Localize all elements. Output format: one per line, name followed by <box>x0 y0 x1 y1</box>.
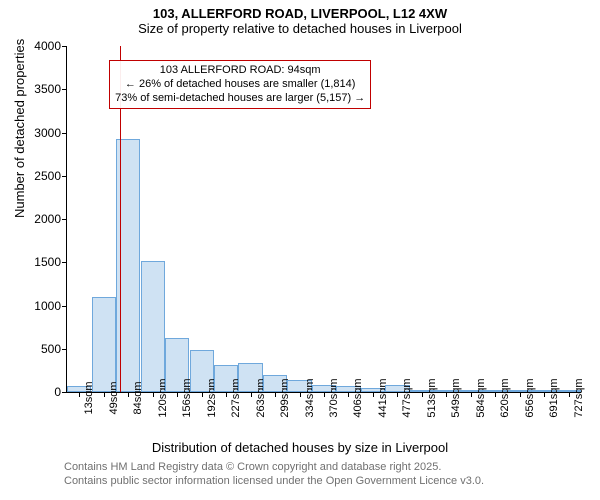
y-tick-label: 1500 <box>21 255 61 269</box>
x-tick-mark <box>300 392 301 397</box>
y-tick-mark <box>62 392 67 393</box>
chart-title: 103, ALLERFORD ROAD, LIVERPOOL, L12 4XW <box>0 0 600 21</box>
histogram-bar <box>92 297 116 392</box>
footnote-line: Contains HM Land Registry data © Crown c… <box>64 460 484 474</box>
y-tick-mark <box>62 306 67 307</box>
plot-frame: 0500100015002000250030003500400013sqm49s… <box>66 46 581 393</box>
x-tick-mark <box>544 392 545 397</box>
x-tick-mark <box>275 392 276 397</box>
x-tick-mark <box>422 392 423 397</box>
y-tick-mark <box>62 262 67 263</box>
x-tick-mark <box>373 392 374 397</box>
y-tick-label: 1000 <box>21 299 61 313</box>
y-tick-label: 3500 <box>21 82 61 96</box>
x-tick-label: 513sqm <box>426 378 438 417</box>
footnote-line: Contains public sector information licen… <box>64 474 484 488</box>
x-tick-mark <box>104 392 105 397</box>
x-tick-mark <box>153 392 154 397</box>
x-tick-mark <box>128 392 129 397</box>
y-tick-mark <box>62 349 67 350</box>
annotation-line: ← 26% of detached houses are smaller (1,… <box>115 77 365 91</box>
x-tick-label: 406sqm <box>352 378 364 417</box>
x-tick-mark <box>324 392 325 397</box>
x-tick-label: 549sqm <box>450 378 462 417</box>
y-tick-label: 3000 <box>21 126 61 140</box>
x-tick-label: 620sqm <box>499 378 511 417</box>
footnote: Contains HM Land Registry data © Crown c… <box>64 460 484 489</box>
chart-subtitle: Size of property relative to detached ho… <box>0 21 600 40</box>
y-tick-mark <box>62 219 67 220</box>
x-tick-mark <box>79 392 80 397</box>
x-tick-mark <box>202 392 203 397</box>
x-tick-mark <box>471 392 472 397</box>
y-tick-label: 0 <box>21 385 61 399</box>
x-tick-mark <box>397 392 398 397</box>
x-tick-mark <box>446 392 447 397</box>
x-tick-label: 477sqm <box>401 378 413 417</box>
y-tick-mark <box>62 89 67 90</box>
y-tick-mark <box>62 133 67 134</box>
plot-area: 0500100015002000250030003500400013sqm49s… <box>66 46 580 392</box>
annotation-line: 73% of semi-detached houses are larger (… <box>115 91 365 105</box>
x-tick-label: 727sqm <box>573 378 585 417</box>
chart-container: 103, ALLERFORD ROAD, LIVERPOOL, L12 4XW … <box>0 0 600 500</box>
histogram-bar <box>141 261 165 392</box>
x-tick-label: 691sqm <box>548 378 560 417</box>
x-tick-mark <box>520 392 521 397</box>
y-tick-label: 4000 <box>21 39 61 53</box>
y-tick-label: 500 <box>21 342 61 356</box>
y-tick-mark <box>62 46 67 47</box>
x-tick-mark <box>569 392 570 397</box>
annotation-line: 103 ALLERFORD ROAD: 94sqm <box>115 63 365 77</box>
x-tick-mark <box>251 392 252 397</box>
y-tick-label: 2500 <box>21 169 61 183</box>
x-tick-mark <box>177 392 178 397</box>
x-tick-mark <box>226 392 227 397</box>
y-tick-label: 2000 <box>21 212 61 226</box>
x-tick-label: 370sqm <box>328 378 340 417</box>
y-tick-mark <box>62 176 67 177</box>
x-tick-label: 656sqm <box>524 378 536 417</box>
x-tick-mark <box>348 392 349 397</box>
x-tick-mark <box>495 392 496 397</box>
annotation-box: 103 ALLERFORD ROAD: 94sqm← 26% of detach… <box>109 60 371 109</box>
x-axis-title: Distribution of detached houses by size … <box>0 440 600 455</box>
x-tick-label: 584sqm <box>475 378 487 417</box>
